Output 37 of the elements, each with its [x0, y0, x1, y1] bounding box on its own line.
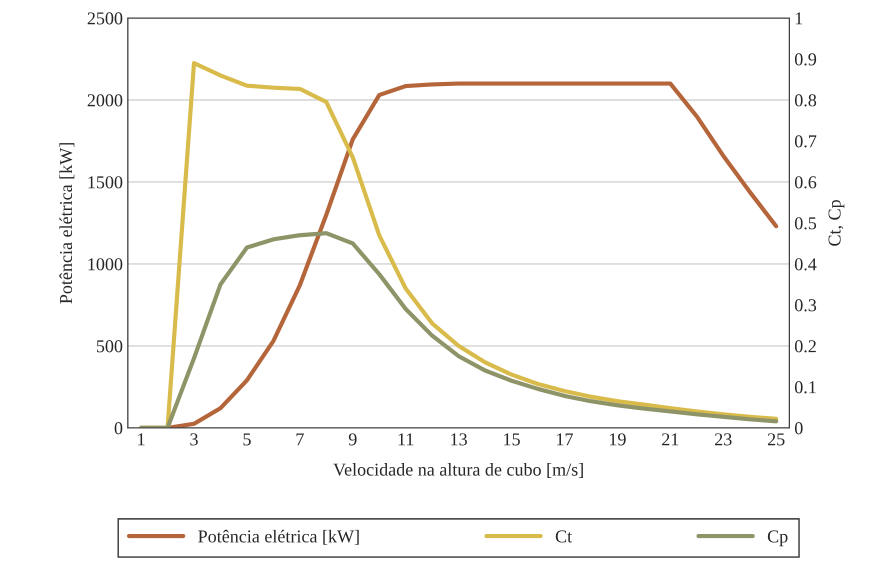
y-tick-label: 0: [114, 422, 122, 434]
x-axis-title: Velocidade na altura de cubo [m/s]: [333, 463, 583, 478]
x-tick-label: 17: [557, 433, 573, 446]
x-tick-label: 11: [398, 433, 414, 446]
y-tick-label: 2000: [88, 94, 122, 106]
x-tick-label: 19: [610, 433, 626, 446]
y2-tick-label: 0.2: [794, 340, 816, 352]
x-tick-label: 15: [504, 433, 520, 446]
y2-tick-label: 0.9: [794, 53, 816, 66]
y-tick-label: 1000: [88, 258, 122, 270]
y2-tick-label: 0.1: [794, 381, 816, 394]
x-tick-label: 25: [768, 433, 784, 446]
y2-tick-label: 0.8: [794, 94, 816, 107]
y2-tick-label: 0: [794, 422, 803, 434]
x-tick-label: 5: [243, 433, 251, 446]
legend-label: Potência elétrica [kW]: [198, 530, 359, 545]
y2-tick-label: 0.6: [794, 176, 816, 188]
y2-axis-title: Ct, Cp: [828, 200, 844, 246]
line-series: [138, 231, 778, 428]
x-tick-label: 13: [451, 433, 467, 446]
legend-label: Cp: [768, 530, 788, 546]
x-tick-label: 3: [190, 433, 198, 446]
y2-tick-label: 0.7: [794, 135, 816, 148]
y2-tick-label: 0.3: [794, 299, 816, 312]
x-tick-label: 23: [715, 433, 732, 446]
y2-tick-label: 0.4: [794, 258, 817, 270]
x-tick-label: 9: [348, 433, 357, 446]
x-tick-label: 1: [138, 433, 145, 446]
x-tick-label: 21: [662, 433, 678, 446]
y-tick-label: 1500: [88, 176, 122, 188]
y-axis-title: Potência elétrica [kW]: [59, 143, 74, 304]
y2-tick-label: 0.5: [794, 217, 816, 230]
legend-label: Ct: [556, 530, 572, 543]
x-tick-label: 7: [296, 433, 304, 446]
y-tick-label: 500: [96, 340, 122, 352]
y2-tick-label: 1: [796, 12, 802, 24]
y-tick-label: 2500: [88, 12, 122, 24]
